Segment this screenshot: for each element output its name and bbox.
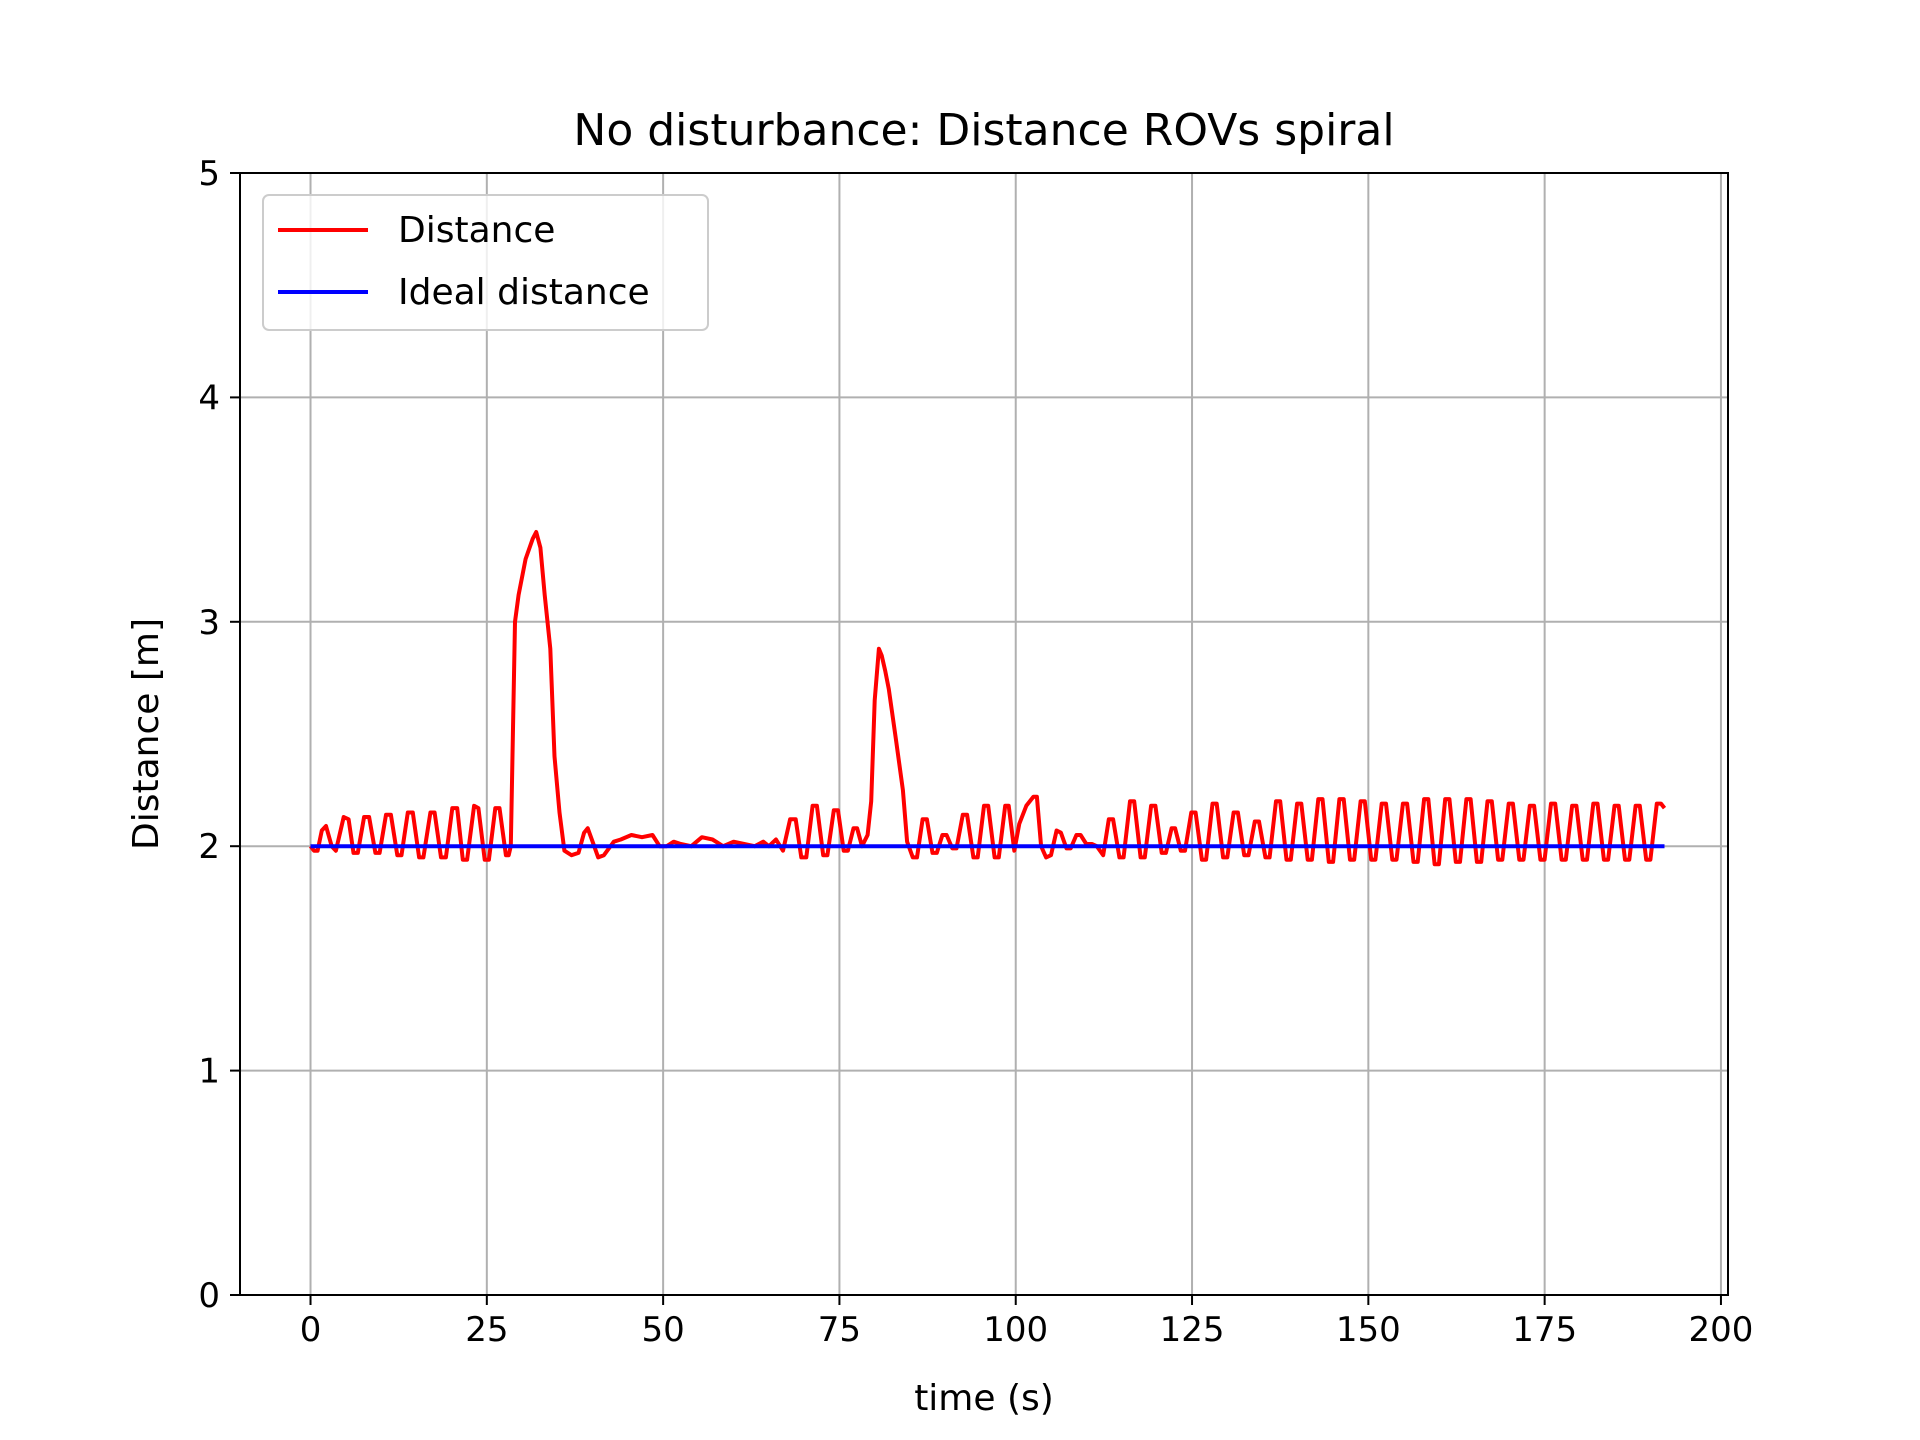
x-tick-label: 100 <box>983 1310 1048 1350</box>
x-tick-label: 175 <box>1512 1310 1577 1350</box>
y-tick-label: 0 <box>198 1276 220 1316</box>
series-layer <box>308 530 1667 867</box>
y-tick-label: 1 <box>198 1052 220 1092</box>
plot-frame <box>239 172 1729 1296</box>
x-tick-label: 200 <box>1688 1310 1753 1350</box>
x-axis-title: time (s) <box>914 1378 1054 1419</box>
legend: Distance Ideal distance <box>262 194 709 331</box>
legend-label-distance: Distance <box>398 210 555 251</box>
y-tick-label: 5 <box>198 154 220 194</box>
y-tick-label: 3 <box>198 603 220 643</box>
y-axis-title: Distance [m] <box>126 618 167 850</box>
x-tick-label: 150 <box>1336 1310 1401 1350</box>
plot-area <box>240 173 1728 1295</box>
legend-box <box>262 194 709 331</box>
x-tick-label: 75 <box>818 1310 861 1350</box>
y-tick-label: 2 <box>198 827 220 867</box>
series-line-distance <box>308 530 1667 867</box>
y-tick-label: 4 <box>198 378 220 418</box>
x-tick-label: 125 <box>1160 1310 1225 1350</box>
x-tick-label: 25 <box>465 1310 508 1350</box>
ticks: 0 25 50 75 100 125 150 175 200 0 1 2 3 4 5 <box>198 154 1753 1350</box>
x-tick-label: 50 <box>641 1310 684 1350</box>
x-tick-label: 0 <box>300 1310 322 1350</box>
chart-title: No disturbance: Distance ROVs spiral <box>573 105 1394 156</box>
legend-label-ideal-distance: Ideal distance <box>398 272 650 313</box>
